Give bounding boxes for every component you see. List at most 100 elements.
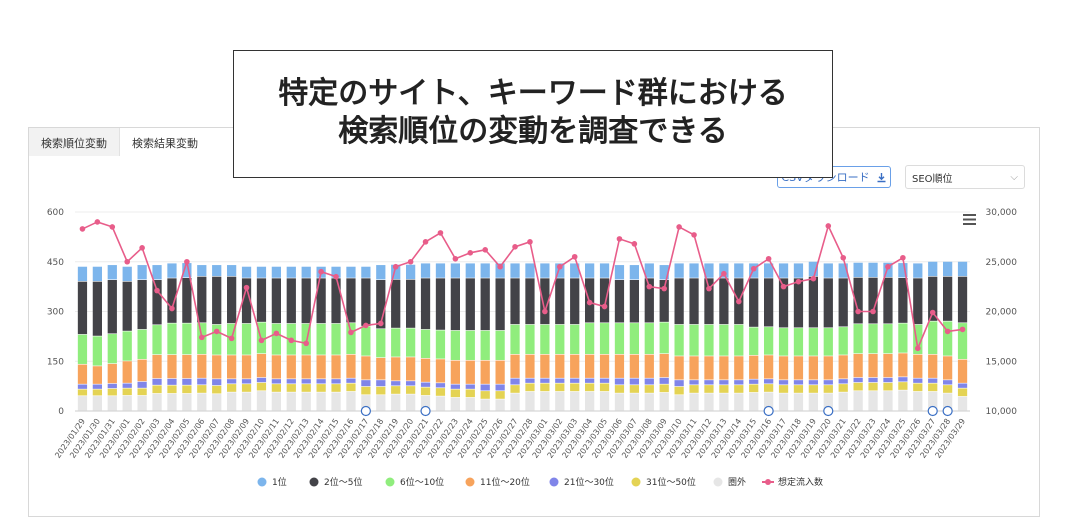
line-point xyxy=(213,328,220,335)
bar-segment xyxy=(316,278,326,324)
bar-segment xyxy=(77,266,88,282)
bar-segment xyxy=(420,395,431,411)
bar-segment xyxy=(406,279,416,328)
bar-segment xyxy=(256,353,267,378)
callout-box: 特定のサイト、キーワード群における 検索順位の変動を調査できる xyxy=(233,50,833,178)
bar-segment xyxy=(137,359,147,382)
bar-segment xyxy=(406,328,416,357)
bar-segment xyxy=(361,395,371,411)
bar-segment xyxy=(241,379,252,384)
tab-serp-change[interactable]: 検索結果変動 xyxy=(132,137,198,150)
bar-segment xyxy=(167,278,177,323)
bar-segment xyxy=(793,328,804,356)
bar-segment xyxy=(689,263,699,278)
bar-segment xyxy=(167,393,177,411)
bar-segment xyxy=(599,354,610,378)
menu-icon[interactable] xyxy=(963,214,976,225)
bar-segment xyxy=(197,265,207,277)
bar-segment xyxy=(465,397,475,411)
line-point xyxy=(243,284,250,291)
bar-segment xyxy=(167,385,177,394)
bar-segment xyxy=(764,384,774,392)
bar-segment xyxy=(331,323,341,355)
marker-point xyxy=(823,405,834,417)
bar-segment xyxy=(928,321,938,355)
bar-segment xyxy=(301,384,311,392)
bar-segment xyxy=(346,354,356,378)
callout-line-2: 検索順位の変動を調査できる xyxy=(338,114,728,149)
bar-segment xyxy=(376,386,386,395)
y-right-tick-label: 25,000 xyxy=(986,258,1018,268)
bar-segment xyxy=(614,378,625,385)
bar-segment xyxy=(406,264,416,280)
bar-segment xyxy=(286,266,296,278)
bar-segment xyxy=(241,392,252,411)
bar-segment xyxy=(465,384,475,389)
bar-segment xyxy=(212,324,222,355)
bar-segment xyxy=(227,276,237,324)
bar-segment xyxy=(883,262,893,278)
bar-segment xyxy=(689,380,699,385)
bar-segment xyxy=(943,380,953,385)
marker-point xyxy=(360,405,371,417)
bar-segment xyxy=(749,379,759,384)
marker-point xyxy=(763,405,774,417)
bar-segment xyxy=(122,388,132,396)
bar-segment xyxy=(838,379,848,384)
line-point xyxy=(303,340,310,347)
download-icon xyxy=(877,172,886,182)
y-right-tick-label: 15,000 xyxy=(986,357,1018,367)
line-point xyxy=(273,330,280,337)
bar-segment xyxy=(823,380,833,385)
bar-segment xyxy=(212,379,222,386)
bar-segment xyxy=(450,389,460,398)
bar-segment xyxy=(540,324,550,355)
bar-segment xyxy=(898,377,908,382)
line-series-group xyxy=(79,219,966,417)
bar-segment xyxy=(808,328,818,356)
tab-ranking-change[interactable]: 検索順位変動 xyxy=(29,128,120,156)
bar-segment xyxy=(197,393,207,411)
bar-segment xyxy=(435,383,446,388)
line-point xyxy=(169,305,175,312)
bar-segment xyxy=(525,378,535,383)
bar-segment xyxy=(614,279,625,323)
bar-segment xyxy=(301,392,311,411)
bar-segment xyxy=(823,328,833,356)
legend-symbol xyxy=(257,477,267,487)
bar-segment xyxy=(391,357,401,381)
bar-segment xyxy=(555,263,565,278)
bar-segment xyxy=(525,263,535,278)
line-point xyxy=(795,278,802,285)
bar-segment xyxy=(659,265,669,280)
bar-segment xyxy=(585,354,595,378)
bar-segment xyxy=(943,261,953,277)
metric-select[interactable]: SEO順位 ⌵ xyxy=(905,165,1025,189)
line-point xyxy=(735,298,742,305)
line-point xyxy=(825,223,832,229)
bar-segment xyxy=(376,380,386,387)
bar-segment xyxy=(674,356,684,380)
bar-segment xyxy=(391,328,401,357)
bar-segment xyxy=(286,379,296,384)
bar-segment xyxy=(599,378,610,383)
bar-segment xyxy=(823,278,833,328)
bar-segment xyxy=(749,384,759,393)
bar-segment xyxy=(749,392,759,411)
bar-segment xyxy=(227,392,237,411)
bar-segment xyxy=(331,355,341,379)
bar-segment xyxy=(778,380,789,385)
line-point xyxy=(288,337,295,344)
bar-segment xyxy=(629,265,639,280)
line-point xyxy=(914,345,921,352)
bar-segment xyxy=(331,379,341,384)
bar-segment xyxy=(122,266,132,282)
bar-segment xyxy=(495,399,505,411)
bar-segment xyxy=(197,276,207,323)
bar-segment xyxy=(480,391,490,399)
bar-segment xyxy=(734,324,744,356)
bar-segment xyxy=(943,385,953,393)
bar-segment xyxy=(644,323,654,355)
bar-segment xyxy=(704,356,714,380)
bar-segment xyxy=(853,262,863,278)
